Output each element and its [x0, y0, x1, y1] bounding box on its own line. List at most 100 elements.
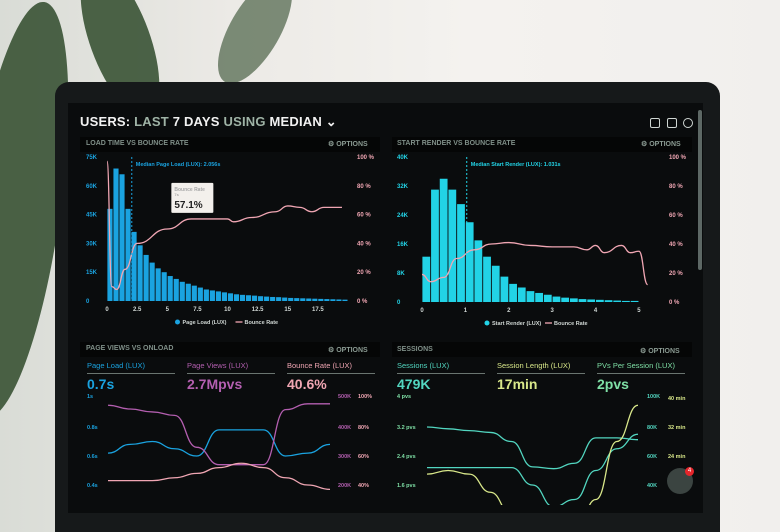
options-button[interactable]: ⚙ OPTIONS	[328, 141, 368, 148]
y-tick: 1.6 pvs	[397, 483, 416, 489]
histogram-bar	[613, 300, 622, 302]
y-tick-left: 24K	[397, 213, 409, 219]
stat-value: 40.6%	[287, 376, 327, 392]
legend-marker	[175, 319, 180, 325]
histogram-bar	[587, 299, 596, 302]
y-tick: 40%	[358, 483, 369, 489]
series-line	[426, 426, 639, 470]
histogram-bar	[276, 297, 282, 301]
y-tick: 32 min	[668, 425, 686, 431]
options-button[interactable]: ⚙ OPTIONS	[641, 141, 681, 148]
y-tick-right: 40 %	[669, 242, 683, 248]
title-part: USERS:	[80, 114, 135, 129]
histogram-bar	[252, 295, 258, 301]
histogram-bar	[431, 189, 439, 302]
y-tick-left: 75K	[86, 155, 98, 161]
stat-label: Page Load (LUX)	[87, 361, 145, 370]
histogram-bar	[167, 276, 173, 301]
histogram-bar	[185, 283, 191, 301]
y-tick: 0.6s	[87, 454, 98, 460]
y-tick-right: 80 %	[669, 184, 683, 190]
histogram-bar	[288, 297, 294, 301]
bounce-rate-line	[106, 160, 342, 291]
median-annotation: Median Page Load (LUX): 2.056s	[136, 162, 221, 168]
histogram-bar	[552, 296, 561, 302]
y-tick: 4 pvs	[397, 394, 411, 400]
y-tick-right: 20 %	[669, 271, 683, 277]
histogram-bar	[422, 256, 431, 302]
scrollbar[interactable]	[698, 110, 702, 270]
y-tick: 80K	[647, 425, 657, 431]
histogram-bar	[465, 222, 474, 302]
y-tick-left: 0	[397, 300, 401, 306]
histogram-bar	[517, 287, 526, 302]
y-tick: 300K	[338, 454, 351, 460]
series-line	[107, 403, 330, 466]
y-tick-right: 100 %	[357, 155, 375, 161]
divider	[497, 373, 585, 374]
histogram-bar	[258, 296, 264, 301]
histogram-bar	[155, 268, 161, 301]
x-tick: 12.5	[252, 307, 264, 313]
divider	[397, 373, 485, 374]
histogram-bar	[483, 256, 491, 302]
y-tick-left: 15K	[86, 270, 98, 276]
chevron-down-icon[interactable]: ⌄	[321, 114, 337, 129]
tooltip-subtitle: 7s	[174, 192, 179, 197]
legend-label: Bounce Rate	[554, 321, 588, 327]
histogram-bar	[233, 294, 240, 301]
help-icon[interactable]	[683, 118, 693, 128]
bounce-rate-line	[421, 241, 649, 286]
histogram-bar	[330, 299, 336, 301]
histogram-bar	[131, 231, 137, 301]
histogram-bar	[270, 296, 276, 301]
histogram-bar	[342, 299, 348, 301]
histogram-bar	[595, 299, 604, 302]
histogram-bar	[439, 178, 448, 302]
y-tick: 80%	[358, 425, 369, 431]
histogram-bar	[197, 287, 203, 301]
y-tick: 400K	[338, 425, 351, 431]
y-tick-right: 60 %	[357, 213, 371, 219]
tooltip	[171, 182, 214, 213]
options-button[interactable]: ⚙ OPTIONS	[328, 347, 368, 354]
monitor-icon[interactable]	[650, 118, 660, 128]
histogram-bar	[474, 240, 483, 302]
x-tick: 5	[637, 308, 641, 314]
divider	[187, 373, 275, 374]
series-line	[426, 404, 639, 505]
series-line	[108, 462, 331, 490]
histogram-bar	[578, 299, 587, 302]
histogram-bar	[306, 298, 312, 301]
stat-label: Sessions (LUX)	[397, 361, 450, 370]
dashboard-screen	[68, 103, 703, 513]
histogram-bar	[569, 298, 578, 302]
histogram-bar	[173, 278, 179, 301]
stat-value: 0.7s	[87, 376, 115, 392]
y-tick-right: 20 %	[357, 270, 371, 276]
y-tick-right: 0 %	[357, 299, 368, 305]
y-tick: 1s	[87, 394, 93, 400]
histogram-bar	[221, 292, 227, 301]
histogram-bar	[509, 283, 517, 302]
title-part: LAST	[134, 114, 173, 129]
legend-label: Page Load (LUX)	[183, 320, 227, 326]
histogram-bar	[561, 297, 570, 302]
stat-value: 2pvs	[597, 376, 629, 392]
stat-value: 17min	[497, 376, 538, 392]
x-tick: 10	[224, 307, 231, 313]
histogram-bar	[209, 290, 215, 301]
page-title[interactable]: USERS: LAST 7 DAYS USING MEDIAN ⌄	[80, 114, 337, 130]
histogram-bar	[239, 294, 246, 301]
y-tick-left: 40K	[397, 155, 409, 161]
y-tick: 0.4s	[87, 483, 98, 489]
histogram-bar	[149, 262, 155, 301]
share-icon[interactable]	[667, 118, 677, 128]
histogram-bar	[179, 281, 185, 301]
y-tick-right: 60 %	[669, 213, 683, 219]
tooltip-value: 57.1%	[174, 200, 202, 211]
histogram-bar	[491, 265, 500, 302]
y-tick: 60%	[358, 454, 369, 460]
divider	[287, 373, 375, 374]
options-button[interactable]: ⚙ OPTIONS	[640, 348, 680, 355]
